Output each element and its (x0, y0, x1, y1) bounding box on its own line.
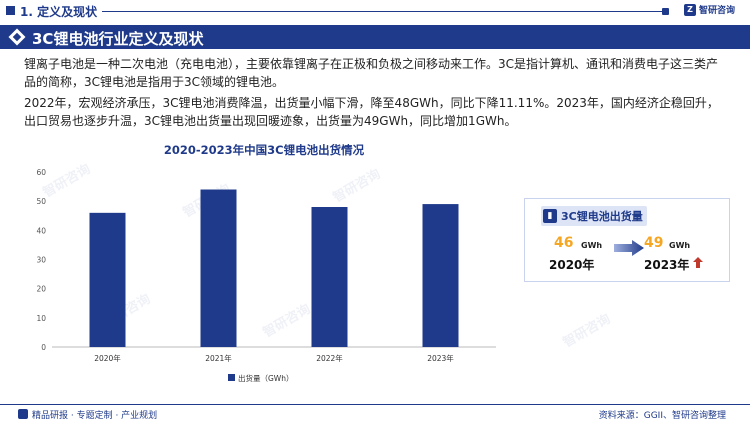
shipment-card: ▮ 3C锂电池出货量 (524, 198, 730, 282)
header-divider (102, 11, 666, 12)
battery-icon: ▮ (543, 209, 557, 223)
x-tick-label: 2020年 (94, 353, 121, 363)
y-tick-label: 0 (41, 343, 46, 352)
bar (200, 189, 237, 347)
up-arrow-icon (693, 257, 703, 268)
y-tick-label: 10 (36, 314, 46, 323)
diamond-icon (8, 28, 26, 46)
chart-canvas: 0 10 20 30 40 50 60 2020年 2021年 2022年 2023年出货量（GWh… (36, 168, 496, 383)
footer-services: 精品研报 · 专题定制 · 产业规划 (32, 411, 158, 421)
to-value: 49 (644, 235, 664, 251)
y-tick-label: 30 (36, 256, 46, 265)
title-band: 3C锂电池行业定义及现状 (0, 25, 750, 49)
card-title: 3C锂电池出货量 (561, 210, 643, 223)
section-title: 1. 定义及现状 (20, 5, 98, 19)
top-bar: 1. 定义及现状 Z 智研咨询 (0, 0, 750, 24)
legend-label: 出货量（GWh） (238, 373, 293, 383)
footer: 精品研报 · 专题定制 · 产业规划 资料来源：GGII、智研咨询整理 (0, 404, 750, 422)
watermark: 智研咨询 (560, 311, 614, 351)
section-marker-icon (6, 6, 15, 15)
legend-swatch (228, 374, 235, 381)
brand-logo: Z 智研咨询 (684, 3, 735, 16)
y-tick-label: 60 (36, 168, 46, 177)
bar (311, 207, 348, 347)
chart-title: 2020-2023年中国3C锂电池出货情况 (163, 143, 365, 157)
data-source: 资料来源：GGII、智研咨询整理 (598, 411, 726, 421)
logo-text: 智研咨询 (699, 6, 736, 16)
x-tick-label: 2021年 (205, 353, 232, 363)
bar (89, 212, 126, 347)
to-year: 2023年 (644, 258, 690, 272)
from-value: 46 (554, 235, 574, 251)
report-icon (18, 409, 28, 419)
card-header: ▮ 3C锂电池出货量 (541, 206, 647, 226)
page-title: 3C锂电池行业定义及现状 (32, 30, 204, 48)
x-tick-label: 2022年 (316, 353, 343, 363)
shipment-chart: 2020-2023年中国3C锂电池出货情况 0 10 20 30 40 50 60 2020年… (22, 140, 506, 398)
y-tick-label: 20 (36, 285, 46, 294)
status-paragraph: 2022年，宏观经济承压，3C锂电池消费降温，出货量小幅下滑，降至48GWh，同… (24, 96, 719, 128)
from-year: 2020年 (549, 258, 595, 272)
logo-icon: Z (684, 3, 696, 16)
bar (422, 204, 459, 347)
definition-paragraph: 锂离子电池是一种二次电池（充电电池），主要依靠锂离子在正极和负极之间移动来工作。… (24, 57, 719, 89)
y-tick-label: 40 (36, 226, 46, 235)
footer-divider (0, 404, 750, 405)
header-end-marker (662, 8, 669, 15)
x-tick-label: 2023年 (427, 353, 454, 363)
y-tick-label: 50 (36, 197, 46, 206)
arrow-right-icon (614, 240, 644, 256)
to-unit: GWh (669, 241, 691, 250)
from-unit: GWh (581, 241, 603, 250)
